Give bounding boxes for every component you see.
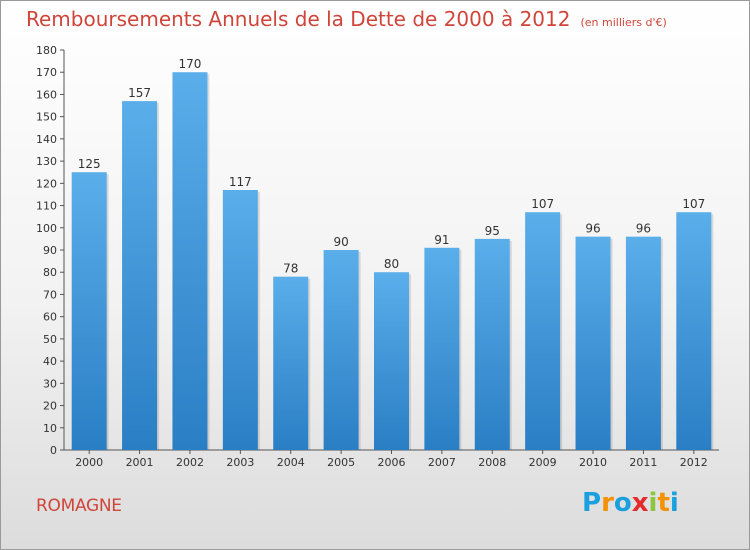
bar-2002 bbox=[172, 72, 208, 450]
data-label-2009: 107 bbox=[531, 197, 554, 211]
data-label-2010: 96 bbox=[585, 222, 600, 236]
y-tick-label: 0 bbox=[50, 444, 57, 457]
data-label-2004: 78 bbox=[283, 262, 298, 276]
y-tick-label: 10 bbox=[43, 422, 57, 435]
bar-2007 bbox=[424, 247, 460, 450]
y-tick-label: 130 bbox=[36, 155, 57, 168]
data-label-2011: 96 bbox=[636, 222, 651, 236]
data-label-2012: 107 bbox=[682, 197, 705, 211]
y-tick-label: 170 bbox=[36, 66, 57, 79]
bar-2005 bbox=[323, 250, 359, 450]
logo-letter: x bbox=[631, 488, 649, 518]
data-label-2003: 117 bbox=[229, 175, 252, 189]
data-labels: 125 157 170 117 78 90 80 91 95 107 96 96 107 bbox=[78, 57, 706, 275]
bar-2004 bbox=[273, 276, 309, 450]
bar-2012 bbox=[676, 212, 712, 450]
y-tick-label: 30 bbox=[43, 377, 57, 390]
x-tick-label-2001: 2001 bbox=[126, 456, 154, 469]
y-tick-label: 20 bbox=[43, 400, 57, 413]
x-tick-label-2004: 2004 bbox=[277, 456, 305, 469]
y-tick-label: 70 bbox=[43, 288, 57, 301]
title-text: Remboursements Annuels de la Dette de 20… bbox=[26, 7, 571, 31]
logo-letter: i bbox=[648, 488, 658, 518]
x-tick-label-2006: 2006 bbox=[378, 456, 406, 469]
data-label-2005: 90 bbox=[333, 235, 348, 249]
x-tick-label-2002: 2002 bbox=[176, 456, 204, 469]
y-tick-label: 110 bbox=[36, 200, 57, 213]
y-tick-label: 50 bbox=[43, 333, 57, 346]
y-tick-label: 90 bbox=[43, 244, 57, 257]
data-label-2008: 95 bbox=[485, 224, 500, 238]
x-tick-label-2012: 2012 bbox=[680, 456, 708, 469]
bar-2011 bbox=[625, 236, 661, 450]
commune-name: ROMAGNE bbox=[36, 496, 122, 516]
bar-2003 bbox=[222, 190, 258, 450]
y-tick-label: 150 bbox=[36, 111, 57, 124]
x-tick-label-2009: 2009 bbox=[529, 456, 557, 469]
logo-letter: P bbox=[582, 488, 602, 518]
data-label-2002: 170 bbox=[179, 57, 202, 71]
data-label-2006: 80 bbox=[384, 257, 399, 271]
y-tick-label: 40 bbox=[43, 355, 57, 368]
y-tick-label: 160 bbox=[36, 88, 57, 101]
bars bbox=[71, 72, 714, 450]
data-label-2000: 125 bbox=[78, 157, 101, 171]
x-tick-label-2010: 2010 bbox=[579, 456, 607, 469]
logo-letter: i bbox=[669, 488, 679, 518]
data-label-2001: 157 bbox=[128, 86, 151, 100]
x-axis: 2000 2001 2002 2003 2004 2005 2006 2007 2008 2009… bbox=[64, 449, 719, 469]
y-axis: 0 10 20 30 40 50 60 70 80 90 100 110 120 130 140 150 160… bbox=[36, 44, 65, 457]
x-tick-label-2000: 2000 bbox=[75, 456, 103, 469]
bar-2000 bbox=[71, 172, 107, 450]
bar-2009 bbox=[525, 212, 561, 450]
chart-title: Remboursements Annuels de la Dette de 20… bbox=[26, 7, 667, 31]
data-label-2007: 91 bbox=[434, 233, 449, 247]
logo-letter: r bbox=[601, 488, 614, 518]
x-tick-label-2007: 2007 bbox=[428, 456, 456, 469]
logo-letter: t bbox=[657, 488, 670, 518]
bar-2008 bbox=[474, 238, 510, 450]
y-tick-label: 100 bbox=[36, 222, 57, 235]
x-tick-label-2005: 2005 bbox=[327, 456, 355, 469]
logo-letter: o bbox=[613, 488, 632, 518]
x-tick-label-2003: 2003 bbox=[226, 456, 254, 469]
x-tick-label-2008: 2008 bbox=[478, 456, 506, 469]
y-tick-label: 180 bbox=[36, 44, 57, 57]
bar-2001 bbox=[122, 101, 158, 450]
bar-2010 bbox=[575, 236, 611, 450]
x-tick-label-2011: 2011 bbox=[629, 456, 657, 469]
bar-2006 bbox=[374, 272, 409, 450]
y-tick-label: 60 bbox=[43, 311, 57, 324]
unit-note: (en milliers d'€) bbox=[580, 16, 667, 29]
proxiti-logo: Proxiti bbox=[582, 488, 679, 518]
y-tick-label: 140 bbox=[36, 133, 57, 146]
y-tick-label: 80 bbox=[43, 266, 57, 279]
y-tick-label: 120 bbox=[36, 177, 57, 190]
